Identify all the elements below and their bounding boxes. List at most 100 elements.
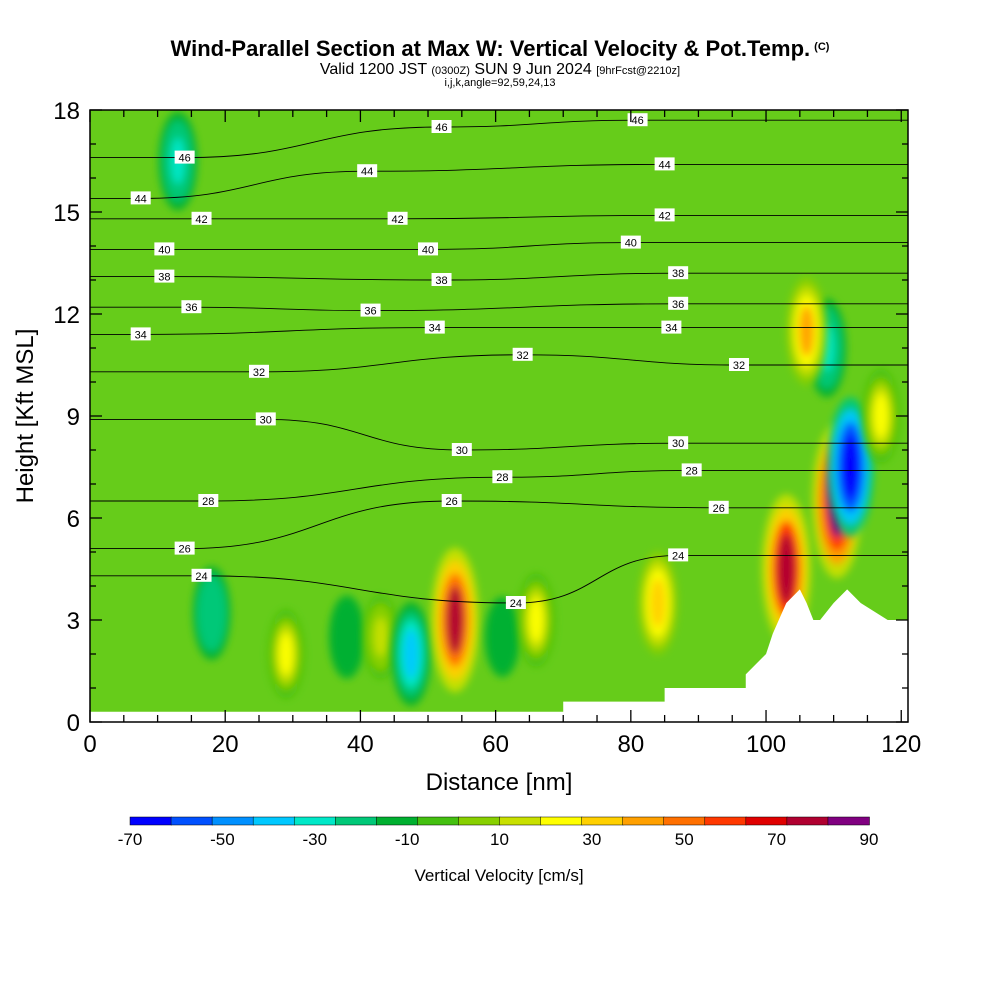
valid-prefix: Valid 1200 JST — [319, 61, 427, 78]
isentrope-label-box — [174, 150, 195, 164]
isentrope-label: 42 — [654, 208, 675, 222]
velocity-contour — [874, 394, 888, 438]
colorbar-swatch — [786, 816, 829, 826]
velocity-contour — [374, 617, 388, 657]
x-axis: 0 20 40 60 80 100 120 — [83, 110, 921, 758]
isentrope-label: 30 — [451, 443, 472, 457]
isentrope-label-text: 38 — [435, 275, 447, 287]
velocity-feature — [517, 573, 556, 667]
isentrope-label: 40 — [620, 235, 641, 250]
indices-label: i,j,k,angle=92,59,24,13 — [444, 77, 556, 89]
isentrope-label-text: 24 — [672, 550, 684, 562]
isentrope-label-box — [668, 436, 689, 450]
isentrope-label-box — [627, 113, 648, 127]
isentrope-label: 28 — [492, 470, 513, 484]
isentrope-label-box — [154, 269, 175, 283]
y-tick-label: 9 — [67, 404, 80, 431]
isentrope-label-text: 42 — [659, 210, 671, 222]
isentrope-label: 42 — [387, 211, 408, 226]
isentrope-label-box — [492, 470, 513, 484]
y-tick-label: 3 — [67, 608, 80, 635]
isentrope-label: 38 — [154, 269, 175, 284]
isentrope-label: 44 — [130, 191, 151, 205]
colorbar-tick-label: 10 — [490, 830, 509, 849]
isentrope-label-box — [249, 364, 270, 378]
isentrope-label-box — [681, 463, 702, 477]
chart-subtitle: Valid 1200 JST (0300Z) SUN 9 Jun 2024 [9… — [0, 61, 1000, 79]
colorbar-label: Vertical Velocity [cm/s] — [414, 866, 583, 885]
isentrope-label: 34 — [661, 320, 682, 335]
colorbar-tick-label: 50 — [675, 830, 694, 849]
isentrope-label: 26 — [708, 500, 729, 515]
isentrope-label: 24 — [505, 596, 526, 610]
isentrope-label-box — [431, 120, 452, 133]
isentrope-label-text: 32 — [253, 367, 265, 379]
title-mark: (C) — [814, 41, 830, 53]
colorbar-tick-label: -30 — [302, 830, 327, 849]
isentrope-label-text: 44 — [361, 166, 373, 178]
isentrope-label: 34 — [130, 327, 151, 341]
colorbar-swatch — [581, 816, 624, 826]
isentrope-label: 36 — [181, 300, 202, 314]
isentrope-label-text: 46 — [179, 153, 191, 165]
velocity-contour — [777, 533, 796, 605]
colorbar-tick-label: 30 — [582, 830, 601, 849]
isentrope-label: 34 — [424, 320, 445, 335]
isentrope-label: 26 — [174, 541, 195, 556]
isentrope-label-text: 26 — [713, 503, 725, 515]
velocity-contour — [340, 617, 354, 657]
isentrope-label-text: 36 — [364, 306, 376, 318]
isentrope-label-text: 30 — [260, 414, 272, 426]
y-axis-label: Height [Kft MSL] — [12, 329, 39, 504]
isentrope-label-box — [154, 242, 175, 256]
isentrope-label-text: 32 — [517, 350, 529, 362]
isentrope-label-text: 46 — [631, 115, 643, 127]
velocity-feature — [431, 547, 479, 693]
isentrope-label-box — [174, 541, 195, 555]
colorbar-swatch — [170, 816, 213, 826]
colorbar-swatch — [293, 816, 337, 826]
isentrope-label: 44 — [654, 157, 675, 171]
isentrope-label-text: 26 — [446, 496, 458, 508]
isentrope-label-text: 38 — [158, 272, 170, 284]
isentrope-label-box — [357, 164, 378, 178]
colorbar-swatch — [663, 816, 706, 826]
isentrope-label-box — [668, 548, 689, 562]
x-tick-label: 0 — [83, 731, 96, 758]
colorbar-tick-label: -70 — [118, 830, 143, 849]
isentrope-label-text: 24 — [195, 571, 207, 583]
isentrope-label: 40 — [154, 242, 175, 256]
isentrope-label-text: 28 — [496, 472, 508, 484]
isentrope-label: 40 — [418, 242, 439, 256]
x-tick-label: 120 — [881, 731, 921, 758]
isentrope-label-box — [654, 157, 675, 171]
isentrope-label-box — [728, 358, 749, 371]
colorbar-swatch — [499, 816, 542, 826]
y-tick-label: 15 — [53, 200, 80, 227]
isentrope-label-text: 30 — [456, 445, 468, 457]
isentrope-label-box — [130, 327, 151, 341]
isentrope-label-text: 32 — [733, 360, 745, 372]
isentrope-label-box — [255, 412, 276, 426]
isentrope-label-text: 34 — [665, 323, 677, 335]
x-tick-label: 100 — [746, 731, 786, 758]
isentrope-label-text: 40 — [158, 244, 170, 256]
colorbar-tick-label: 90 — [860, 830, 879, 849]
velocity-feature — [827, 397, 874, 537]
terrain-shape — [90, 589, 908, 722]
colorbar-swatch — [704, 816, 747, 826]
isentrope-label-box — [181, 300, 202, 314]
velocity-contour — [650, 578, 666, 628]
colorbar-swatch — [745, 816, 788, 826]
isentrope-label-text: 42 — [195, 214, 207, 226]
isentrope-label: 28 — [681, 463, 702, 477]
colorbar-swatch — [622, 816, 665, 826]
y-tick-label: 18 — [53, 98, 80, 125]
colorbar-tick-label: 70 — [767, 830, 786, 849]
y-tick-label: 12 — [53, 302, 80, 329]
isentrope-line — [90, 303, 908, 312]
velocity-contour — [279, 633, 293, 675]
velocity-contour — [403, 629, 419, 679]
isentrope-label-text: 28 — [202, 496, 214, 508]
